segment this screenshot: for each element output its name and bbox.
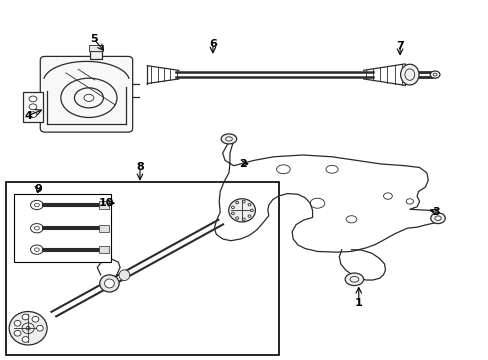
Ellipse shape (400, 64, 418, 85)
Text: 5: 5 (90, 34, 98, 44)
Text: 1: 1 (354, 298, 362, 308)
Ellipse shape (235, 217, 238, 219)
Ellipse shape (228, 199, 255, 222)
Ellipse shape (119, 270, 129, 280)
Circle shape (429, 71, 439, 78)
Bar (99, 225, 109, 232)
Ellipse shape (32, 316, 39, 322)
Ellipse shape (14, 330, 21, 336)
Ellipse shape (247, 215, 250, 217)
Circle shape (34, 226, 39, 230)
Bar (99, 202, 109, 208)
Text: 10: 10 (98, 198, 113, 208)
Ellipse shape (221, 134, 236, 144)
Circle shape (30, 201, 43, 210)
FancyBboxPatch shape (40, 57, 132, 132)
Text: 8: 8 (136, 162, 143, 172)
Ellipse shape (430, 213, 445, 224)
Ellipse shape (247, 203, 250, 206)
Ellipse shape (231, 212, 234, 215)
Bar (6, 182, 278, 355)
Bar (14, 194, 111, 262)
Ellipse shape (250, 209, 253, 212)
Circle shape (29, 112, 37, 117)
Ellipse shape (22, 337, 29, 342)
Bar (89, 45, 103, 51)
Ellipse shape (14, 320, 21, 326)
Circle shape (30, 245, 43, 254)
Text: 9: 9 (34, 184, 41, 194)
Text: 3: 3 (432, 207, 440, 217)
Ellipse shape (242, 200, 244, 203)
Ellipse shape (9, 311, 47, 345)
Text: 6: 6 (208, 39, 216, 49)
Bar (23, 91, 42, 122)
Ellipse shape (345, 273, 363, 285)
Circle shape (34, 248, 39, 251)
Ellipse shape (231, 206, 234, 208)
Ellipse shape (235, 201, 238, 204)
Circle shape (29, 104, 37, 110)
Circle shape (29, 96, 37, 102)
Ellipse shape (37, 325, 43, 331)
Circle shape (34, 203, 39, 207)
Text: 4: 4 (24, 111, 32, 121)
Ellipse shape (22, 314, 29, 320)
Text: 2: 2 (239, 159, 246, 169)
Ellipse shape (242, 218, 244, 220)
Text: 7: 7 (395, 41, 403, 51)
Ellipse shape (104, 279, 114, 288)
Circle shape (30, 224, 43, 233)
Bar (99, 246, 109, 253)
Ellipse shape (100, 275, 119, 292)
Bar (90, 51, 102, 59)
